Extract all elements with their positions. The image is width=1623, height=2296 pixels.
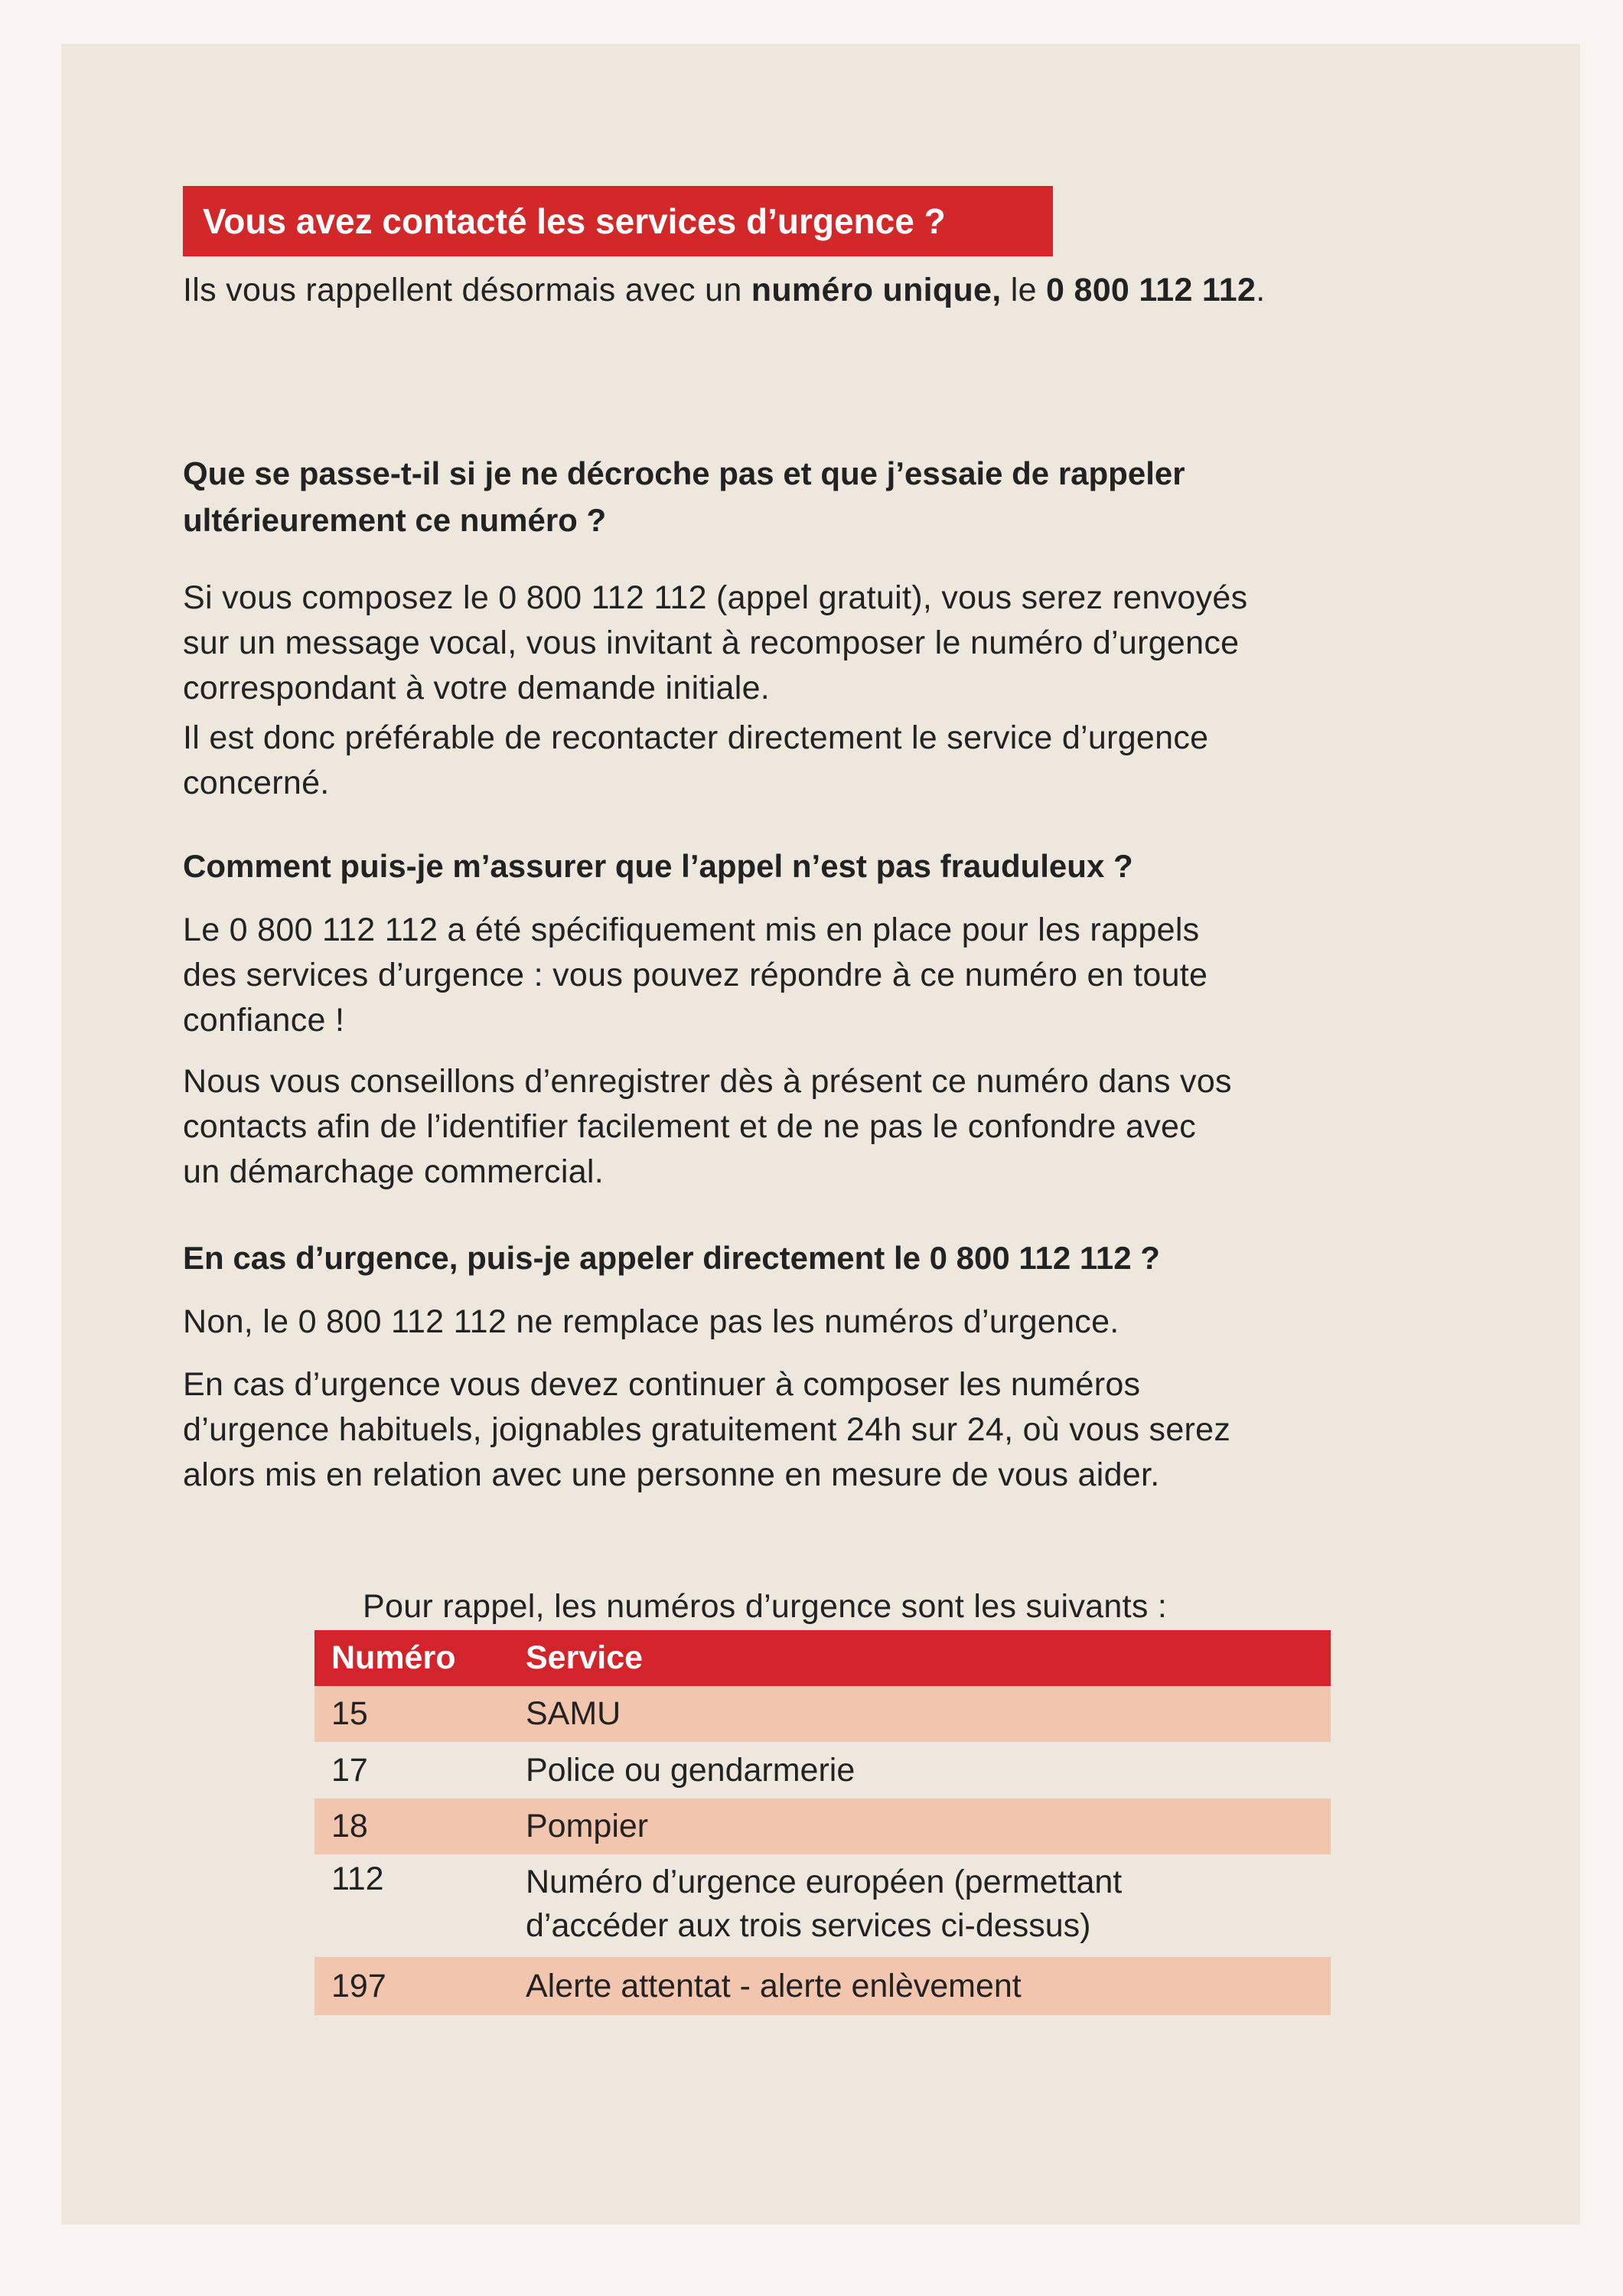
paragraph-line: confiance ! — [183, 1002, 345, 1039]
service-line: Alerte attentat - alerte enlèvement — [526, 1967, 1022, 2004]
paragraph-line: Si vous composez le 0 800 112 112 (appel… — [183, 579, 1248, 616]
cell-numero: 112 — [331, 1861, 384, 1897]
heading-line: ultérieurement ce numéro ? — [183, 502, 607, 538]
cell-service: Numéro d’urgence européen (permettant d’a… — [526, 1861, 1331, 1948]
paragraph-line: d’urgence habituels, joignables gratuite… — [183, 1411, 1231, 1448]
table-header: Numéro Service — [314, 1630, 1331, 1686]
cell-service: Alerte attentat - alerte enlèvement — [526, 1965, 1331, 2008]
paragraph-line: des services d’urgence : vous pouvez rép… — [183, 957, 1208, 993]
intro-bold-unique: numéro unique, — [751, 272, 1002, 308]
heading-line: En cas d’urgence, puis-je appeler direct… — [183, 1240, 1160, 1276]
heading-line: Que se passe-t-il si je ne décroche pas … — [183, 455, 1185, 491]
table-caption-text: Pour rappel, les numéros d’urgence sont … — [363, 1588, 1168, 1625]
cell-numero: 197 — [331, 1967, 386, 2004]
paragraph-line: correspondant à votre demande initiale. — [183, 670, 771, 706]
body-paragraph: Il est donc préférable de recontacter di… — [183, 716, 1208, 806]
paragraph-line: concerné. — [183, 765, 330, 801]
intro-post: . — [1256, 272, 1266, 308]
service-line: d’accéder aux trois services ci-dessus) — [526, 1907, 1091, 1944]
table-row: 112 Numéro d’urgence européen (permettant… — [314, 1854, 1331, 1954]
paragraph-line: contacts afin de l’identifier facilement… — [183, 1108, 1197, 1145]
table-row: 17 Police ou gendarmerie — [314, 1742, 1331, 1799]
cell-numero: 18 — [331, 1808, 368, 1844]
body-paragraph: Le 0 800 112 112 a été spécifiquement mi… — [183, 908, 1207, 1043]
intro-phone-number: 0 800 112 112 — [1046, 272, 1256, 308]
intro-mid: le — [1001, 272, 1047, 308]
header-service: Service — [526, 1639, 644, 1676]
section-heading: Que se passe-t-il si je ne décroche pas … — [183, 450, 1185, 543]
cell-service: Pompier — [526, 1805, 1331, 1848]
cell-service: SAMU — [526, 1692, 1331, 1736]
table-caption: Pour rappel, les numéros d’urgence sont … — [363, 1584, 1167, 1629]
paragraph-line: Nous vous conseillons d’enregistrer dès … — [183, 1063, 1232, 1100]
body-paragraph: En cas d’urgence vous devez continuer à … — [183, 1362, 1230, 1498]
table-row: 18 Pompier — [314, 1799, 1331, 1854]
paragraph-line: Non, le 0 800 112 112 ne remplace pas le… — [183, 1303, 1119, 1340]
cell-numero: 15 — [331, 1695, 368, 1732]
section-heading: Comment puis-je m’assurer que l’appel n’… — [183, 843, 1133, 889]
paragraph-line: alors mis en relation avec une personne … — [183, 1456, 1160, 1493]
body-paragraph: Non, le 0 800 112 112 ne remplace pas le… — [183, 1300, 1119, 1345]
cell-numero: 17 — [331, 1751, 368, 1789]
service-line: SAMU — [526, 1695, 621, 1732]
page-title: Vous avez contacté les services d’urgenc… — [183, 186, 1053, 256]
cell-service: Police ou gendarmerie — [526, 1749, 1331, 1792]
heading-line: Comment puis-je m’assurer que l’appel n’… — [183, 848, 1133, 884]
document-page — [61, 44, 1580, 2225]
service-line: Numéro d’urgence européen (permettant — [526, 1864, 1123, 1900]
table-row: 197 Alerte attentat - alerte enlèvement — [314, 1957, 1331, 2015]
paragraph-line: Le 0 800 112 112 a été spécifiquement mi… — [183, 912, 1200, 948]
service-line: Police ou gendarmerie — [526, 1751, 855, 1789]
body-paragraph: Si vous composez le 0 800 112 112 (appel… — [183, 576, 1247, 711]
paragraph-line: Il est donc préférable de recontacter di… — [183, 719, 1209, 756]
section-heading: En cas d’urgence, puis-je appeler direct… — [183, 1234, 1160, 1281]
emergency-numbers-table: Numéro Service 15 SAMU 17 Police ou gendarm… — [314, 1630, 1331, 2015]
paragraph-line: sur un message vocal, vous invitant à re… — [183, 625, 1240, 661]
header-numero: Numéro — [331, 1639, 456, 1676]
intro-pre: Ils vous rappellent désormais avec un — [183, 272, 751, 308]
paragraph-line: En cas d’urgence vous devez continuer à … — [183, 1366, 1141, 1403]
service-line: Pompier — [526, 1808, 649, 1844]
intro-text: Ils vous rappellent désormais avec un nu… — [183, 268, 1265, 313]
body-paragraph: Nous vous conseillons d’enregistrer dès … — [183, 1059, 1232, 1195]
table-row: 15 SAMU — [314, 1686, 1331, 1742]
paragraph-line: un démarchage commercial. — [183, 1153, 605, 1190]
